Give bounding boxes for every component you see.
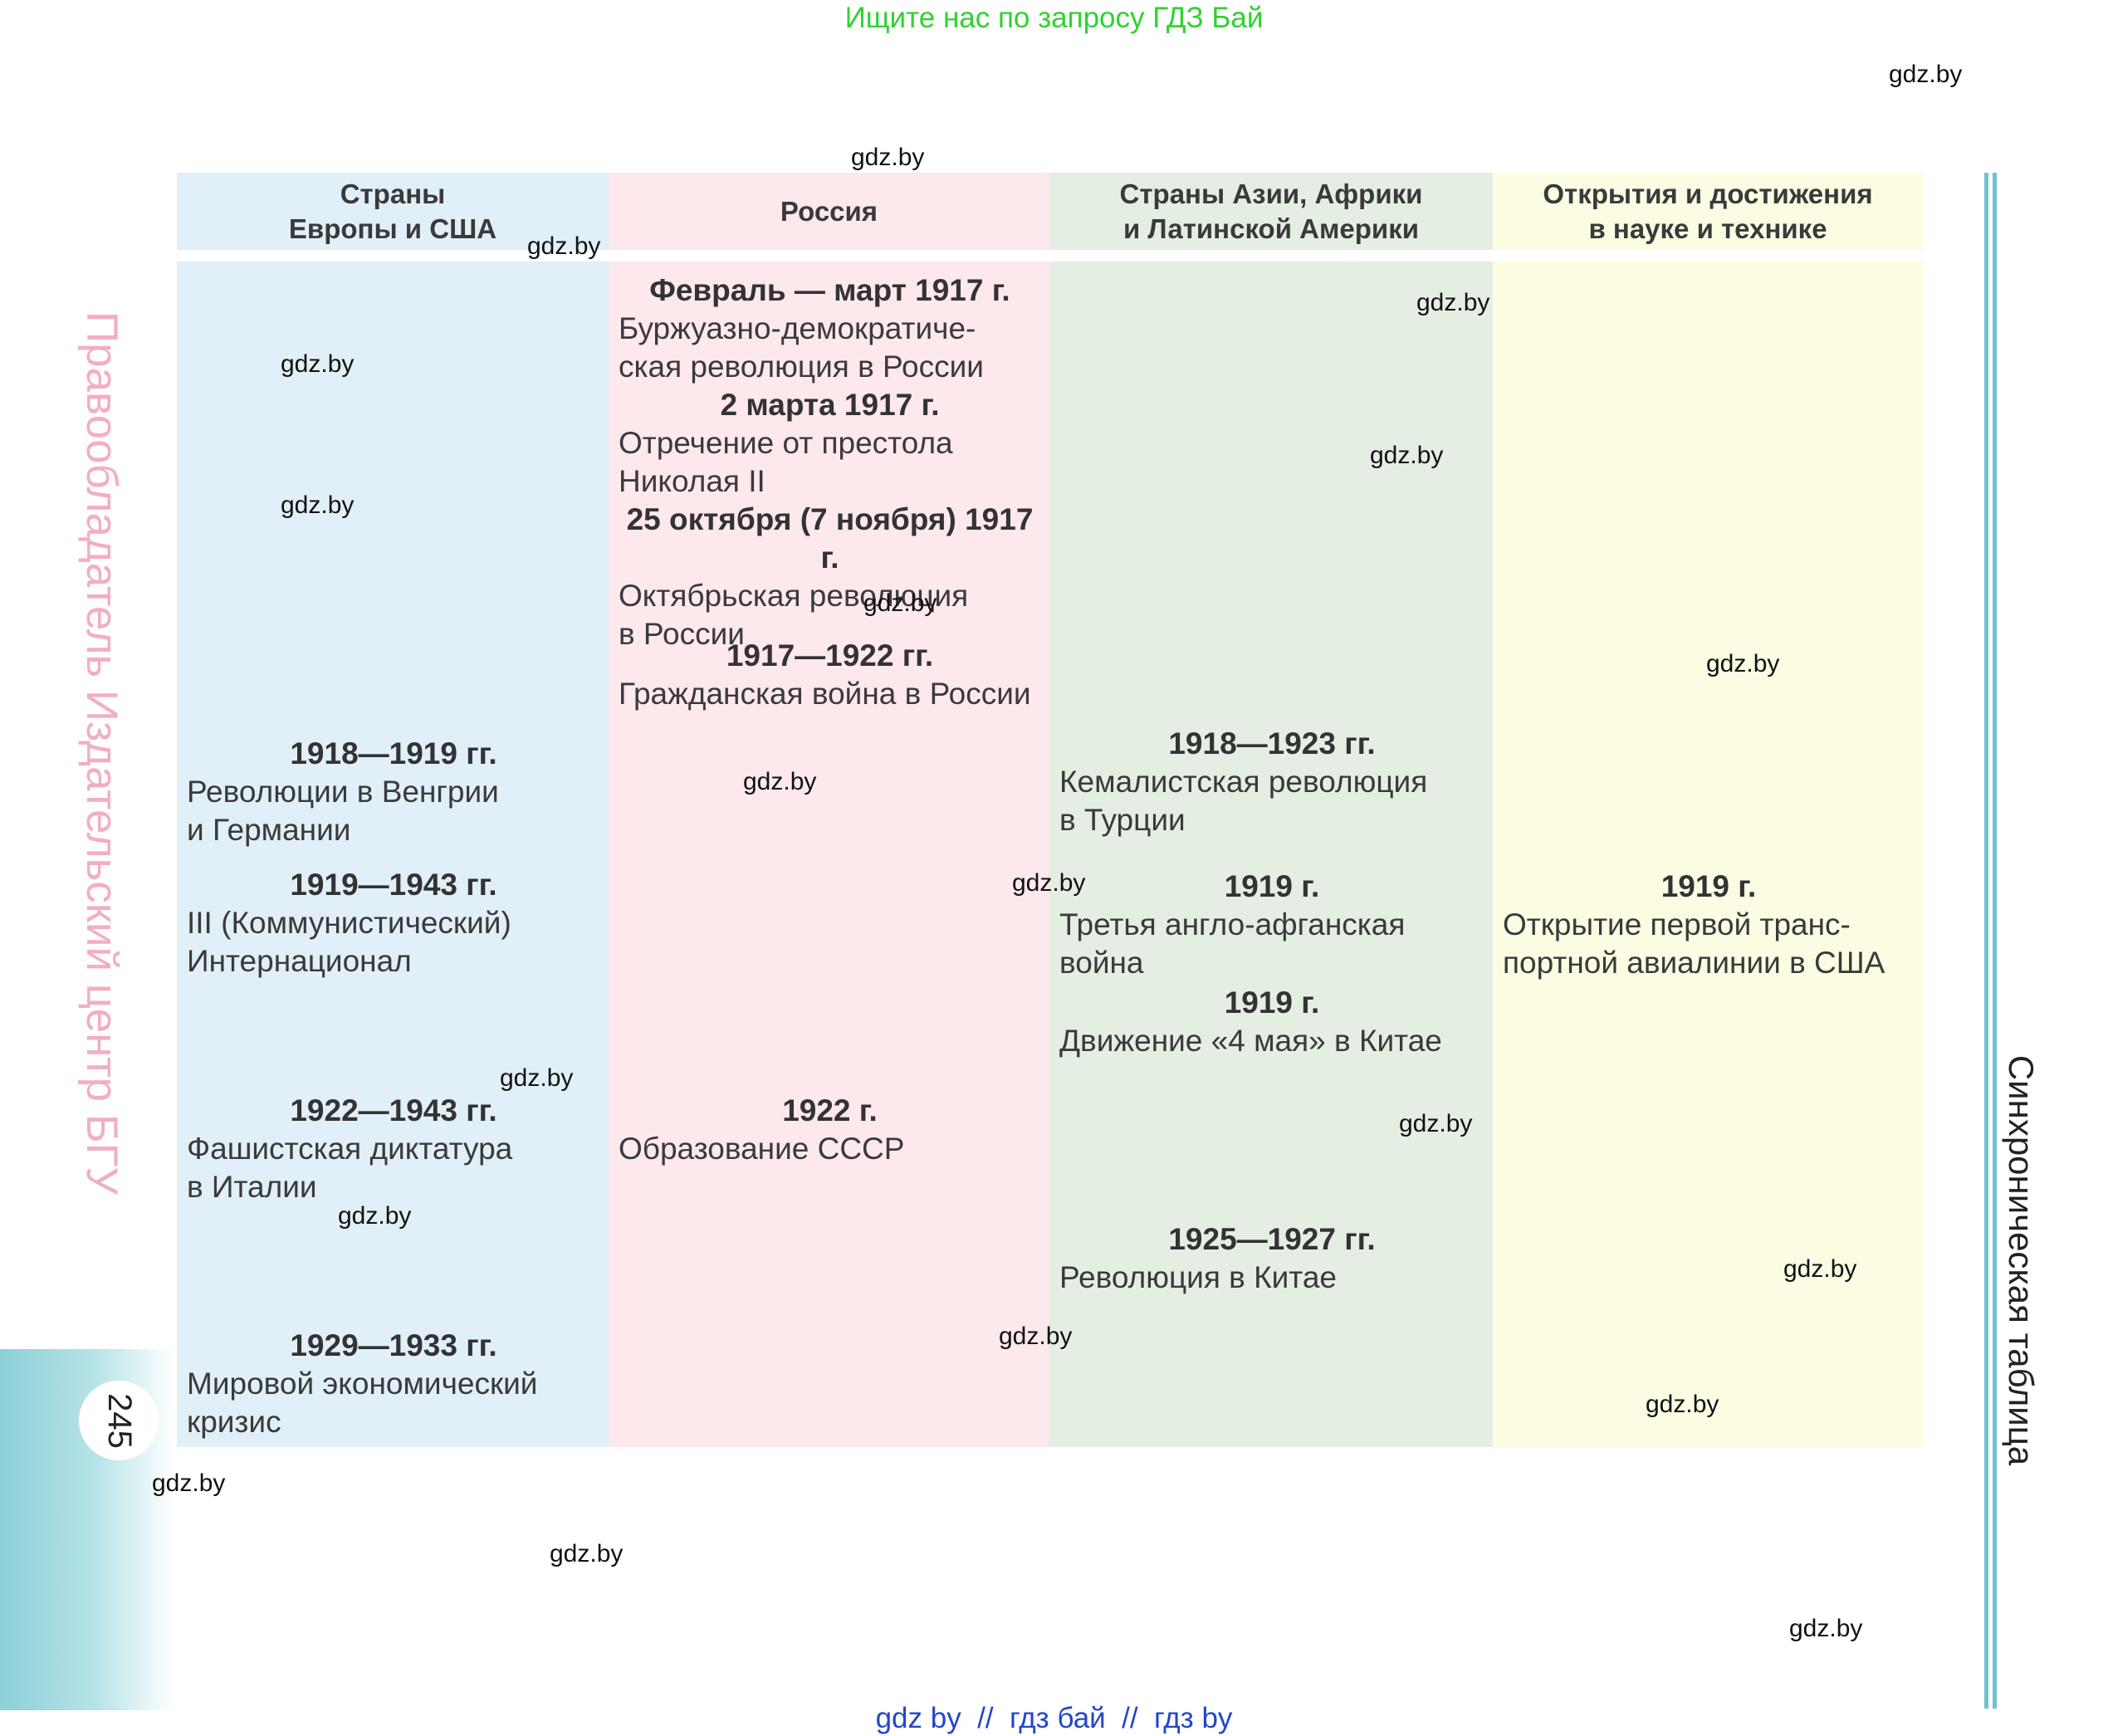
event-text: Мировой экономический кризис <box>187 1367 538 1439</box>
column-europe: 1918—1919 гг. Революции в Венгрии и Герм… <box>177 262 609 1447</box>
bottom-banner: gdz by // гдз бай // гдз by <box>875 1702 1233 1734</box>
event-text: Образование СССР <box>619 1132 905 1166</box>
list-item: 1925—1927 гг. Революция в Китае <box>1059 1220 1484 1297</box>
list-item: 1922 г. Образование СССР <box>619 1092 1041 1168</box>
list-item: 1919 г. Движение «4 мая» в Китае <box>1059 984 1484 1060</box>
watermark: gdz.by <box>152 1469 226 1497</box>
list-item: 1917—1922 гг. Гражданская война в России <box>619 637 1041 713</box>
watermark: gdz.by <box>863 589 937 617</box>
event-text: Гражданская война в России <box>619 677 1031 711</box>
top-banner: Ищите нас по запросу ГДЗ Бай <box>844 2 1264 34</box>
event-text: Революция в Китае <box>1059 1260 1337 1294</box>
event-date: 1917—1922 гг. <box>726 638 934 672</box>
watermark: gdz.by <box>281 350 355 378</box>
event-text: Буржуазно-демократиче- ская революция в … <box>619 311 984 384</box>
list-item: 1919 г. Третья англо-афганская война <box>1059 868 1484 982</box>
watermark: gdz.by <box>527 232 601 260</box>
watermark: gdz.by <box>1789 1615 1863 1642</box>
event-date: 1922 г. <box>782 1093 878 1127</box>
header-asia-cell: Страны Азии, Африки и Латинской Америки <box>1049 173 1493 250</box>
list-item: 25 октября (7 ноября) 1917 г. Октябрьска… <box>619 501 1041 653</box>
event-text: Движение «4 мая» в Китае <box>1059 1024 1442 1058</box>
event-text: Отречение от престола Николая II <box>619 426 953 498</box>
list-item: 1929—1933 гг. Мировой экономический криз… <box>187 1327 600 1441</box>
event-date: 1918—1919 гг. <box>290 736 497 770</box>
event-text: III (Коммунистический) Интернационал <box>187 906 511 978</box>
watermark: gdz.by <box>1889 61 1963 88</box>
header-russia-cell: Россия <box>609 173 1049 250</box>
event-date: 1919 г. <box>1660 869 1757 903</box>
event-date: 1922—1943 гг. <box>290 1093 497 1127</box>
watermark: gdz.by <box>1706 650 1780 677</box>
list-item: 1919 г. Открытие первой транс- портной а… <box>1503 868 1915 982</box>
watermark: gdz.by <box>281 491 355 519</box>
page-number-badge: 245 <box>79 1381 159 1460</box>
header-russia: Россия <box>780 195 878 227</box>
list-item: 1918—1919 гг. Революции в Венгрии и Герм… <box>187 735 600 849</box>
list-item: Февраль — март 1917 г. Буржуазно-демокра… <box>619 271 1041 386</box>
watermark: gdz.by <box>338 1202 412 1230</box>
watermark: gdz.by <box>1416 289 1490 316</box>
event-text: Открытие первой транс- портной авиалинии… <box>1503 907 1885 980</box>
event-text: Третья англо-афганская война <box>1059 907 1406 980</box>
section-title-vertical: Синхроническая таблица <box>2002 1054 2041 1466</box>
watermark: gdz.by <box>1012 869 1086 897</box>
copyright-vertical: Правообладатель Издательский центр БГУ <box>77 311 126 1195</box>
watermark: gdz.by <box>1646 1391 1719 1418</box>
event-text: Кемалистская революция в Турции <box>1059 765 1428 837</box>
event-text: Фашистская диктатура в Италии <box>187 1132 513 1204</box>
list-item: 1919—1943 гг. III (Коммунистический) Инт… <box>187 866 600 980</box>
event-date: 1919—1943 гг. <box>290 868 497 902</box>
header-science-cell: Открытия и достижения в науке и технике <box>1493 173 1923 250</box>
event-date: 1929—1933 гг. <box>290 1328 497 1362</box>
event-text: Октябрьская революция в России <box>619 579 969 651</box>
event-date: 1925—1927 гг. <box>1168 1222 1376 1256</box>
watermark: gdz.by <box>500 1064 574 1092</box>
list-item: 1918—1923 гг. Кемалистская революция в Т… <box>1059 725 1484 839</box>
list-item: 2 марта 1917 г. Отречение от престола Ни… <box>619 386 1041 501</box>
header-europe-cell: Страны Европы и США <box>177 173 609 250</box>
event-text: Революции в Венгрии и Германии <box>187 775 499 847</box>
column-russia: Февраль — март 1917 г. Буржуазно-демокра… <box>609 262 1049 1447</box>
right-rule <box>1993 173 1997 1709</box>
column-asia: 1918—1923 гг. Кемалистская революция в Т… <box>1049 262 1493 1447</box>
header-science: Открытия и достижения в науке и технике <box>1543 178 1873 244</box>
watermark: gdz.by <box>851 144 925 171</box>
event-date: 1918—1923 гг. <box>1168 726 1376 760</box>
header-europe: Страны Европы и США <box>288 178 497 244</box>
watermark: gdz.by <box>743 768 817 795</box>
header-asia: Страны Азии, Африки и Латинской Америки <box>1119 178 1423 244</box>
watermark: gdz.by <box>1370 442 1444 469</box>
event-date: Февраль — март 1917 г. <box>649 273 1010 307</box>
watermark: gdz.by <box>1783 1255 1857 1283</box>
right-rule <box>1984 173 1988 1709</box>
event-date: 1919 г. <box>1224 869 1320 903</box>
column-science: 1919 г. Открытие первой транс- портной а… <box>1493 262 1923 1447</box>
event-date: 25 октября (7 ноября) 1917 г. <box>626 502 1034 575</box>
watermark: gdz.by <box>550 1540 624 1567</box>
event-date: 2 марта 1917 г. <box>720 388 940 422</box>
watermark: gdz.by <box>1399 1110 1473 1137</box>
event-date: 1919 г. <box>1224 985 1320 1020</box>
page-number: 245 <box>100 1392 138 1449</box>
watermark: gdz.by <box>999 1323 1073 1350</box>
list-item: 1922—1943 гг. Фашистская диктатура в Ита… <box>187 1092 600 1206</box>
